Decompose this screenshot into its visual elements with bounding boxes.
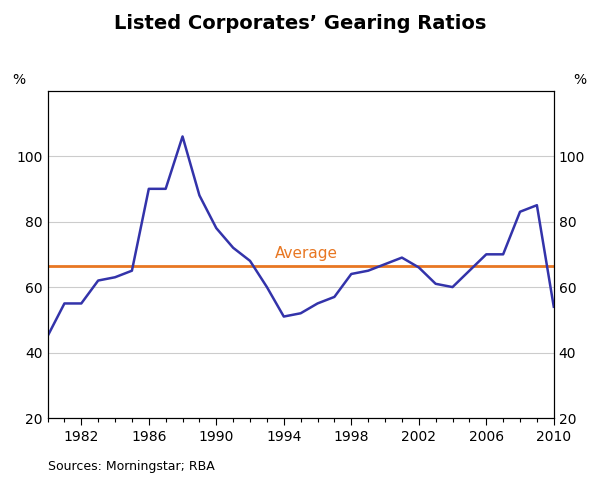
Text: Average: Average	[275, 246, 338, 261]
Text: %: %	[12, 73, 25, 87]
Text: Listed Corporates’ Gearing Ratios: Listed Corporates’ Gearing Ratios	[114, 14, 486, 33]
Text: %: %	[574, 73, 587, 87]
Text: Sources: Morningstar; RBA: Sources: Morningstar; RBA	[48, 460, 215, 473]
